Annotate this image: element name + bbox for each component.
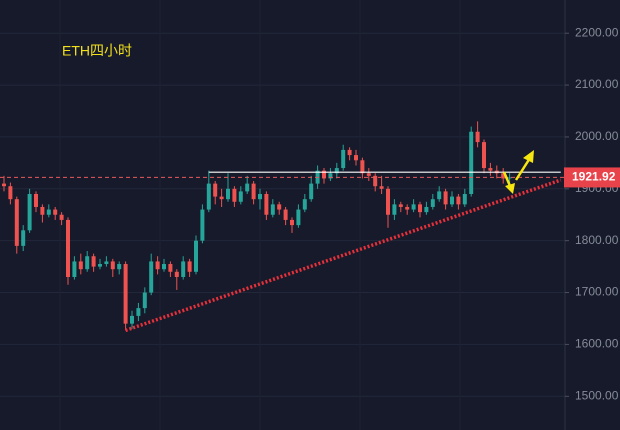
- candle-body: [270, 204, 275, 215]
- candle-body: [309, 183, 314, 200]
- candle-body: [181, 261, 186, 277]
- candle-body: [443, 191, 448, 205]
- candle-body: [72, 261, 77, 277]
- candle-body: [136, 308, 141, 316]
- candle-body: [187, 261, 192, 272]
- candle-body: [437, 191, 442, 200]
- candle-body: [21, 230, 26, 246]
- y-tick-label: 1500.00: [575, 388, 619, 402]
- candle-body: [277, 204, 282, 210]
- candle-body: [142, 292, 147, 309]
- candle-body: [475, 131, 480, 143]
- candle-body: [34, 193, 38, 207]
- candle-body: [98, 264, 102, 267]
- candle-body: [322, 170, 326, 179]
- candle-body: [328, 173, 333, 179]
- candle-body: [155, 261, 160, 270]
- candle-body: [130, 315, 134, 324]
- candle-body: [206, 183, 211, 210]
- chart-title: ETH四小时: [62, 43, 132, 59]
- candle-body: [162, 264, 166, 270]
- candle-body: [302, 199, 307, 210]
- candle-body: [456, 196, 461, 205]
- candle-body: [424, 206, 429, 213]
- candle-body: [411, 204, 416, 210]
- candle-body: [430, 199, 435, 207]
- arrow-down: [502, 171, 515, 194]
- y-tick-label: 2000.00: [575, 129, 619, 143]
- candle-body: [46, 209, 51, 215]
- y-tick-label: 1600.00: [575, 337, 619, 351]
- candle-body: [347, 149, 352, 156]
- candle-body: [232, 188, 237, 202]
- candle-body: [238, 191, 243, 202]
- candle-body: [85, 256, 90, 270]
- candle-body: [14, 199, 19, 246]
- y-tick-label: 1700.00: [575, 285, 619, 299]
- candle-body: [194, 240, 198, 272]
- arrow-shaft: [514, 157, 532, 181]
- candle-body: [405, 206, 410, 210]
- trendline: [125, 178, 562, 333]
- candle-body: [213, 183, 218, 197]
- candle-body: [334, 168, 339, 174]
- candle-body: [450, 196, 454, 205]
- candle-body: [53, 209, 58, 215]
- candle-body: [379, 186, 384, 189]
- candle-body: [8, 186, 13, 200]
- candle-body: [40, 206, 45, 215]
- candle-body: [219, 196, 224, 200]
- candle-body: [258, 193, 262, 200]
- candle-body: [360, 160, 365, 174]
- candle-body: [373, 175, 378, 187]
- candle-body: [386, 188, 390, 215]
- y-axis: 2200.002100.002000.001900.001800.001700.…: [564, 25, 620, 402]
- candle-body: [251, 183, 256, 200]
- candle-body: [482, 142, 486, 169]
- candle-body: [174, 271, 179, 277]
- candle-body: [27, 193, 32, 231]
- candle-body: [296, 209, 301, 226]
- candle-body: [110, 261, 115, 270]
- y-tick-label: 1800.00: [575, 233, 619, 247]
- candle-body: [66, 219, 70, 277]
- candle-body: [341, 149, 346, 169]
- arrow-up: [514, 150, 534, 181]
- candle-body: [168, 264, 173, 272]
- candle-body: [149, 261, 154, 293]
- candle-body: [469, 131, 474, 194]
- last-price-label: 1921.92: [572, 170, 616, 184]
- candle-body: [462, 193, 467, 205]
- candle-body: [283, 209, 288, 220]
- candle-body: [488, 168, 493, 171]
- y-tick-label: 2100.00: [575, 77, 619, 91]
- y-tick-label: 2200.00: [575, 25, 619, 39]
- arrow-shaft: [502, 171, 512, 187]
- candle-body: [418, 204, 422, 213]
- candle-body: [123, 264, 128, 324]
- candle-body: [290, 219, 294, 226]
- last-price-tag: [564, 167, 620, 188]
- candle-body: [59, 214, 64, 220]
- candle-body: [78, 261, 83, 270]
- candle-body: [354, 155, 358, 161]
- arrow-head: [505, 183, 515, 194]
- candle-body: [200, 209, 205, 241]
- candle-body: [226, 188, 230, 200]
- candle-body: [104, 261, 109, 265]
- candle-body: [264, 193, 269, 215]
- candle-body: [392, 204, 397, 215]
- candle-body: [501, 173, 506, 179]
- candle-body: [507, 177, 512, 179]
- candle-body: [2, 183, 6, 187]
- candle-body: [245, 183, 250, 192]
- candle-body: [91, 256, 96, 267]
- arrow-head: [523, 150, 534, 163]
- candle-body: [366, 173, 371, 176]
- candle-body: [398, 204, 403, 207]
- candle-body: [117, 264, 122, 270]
